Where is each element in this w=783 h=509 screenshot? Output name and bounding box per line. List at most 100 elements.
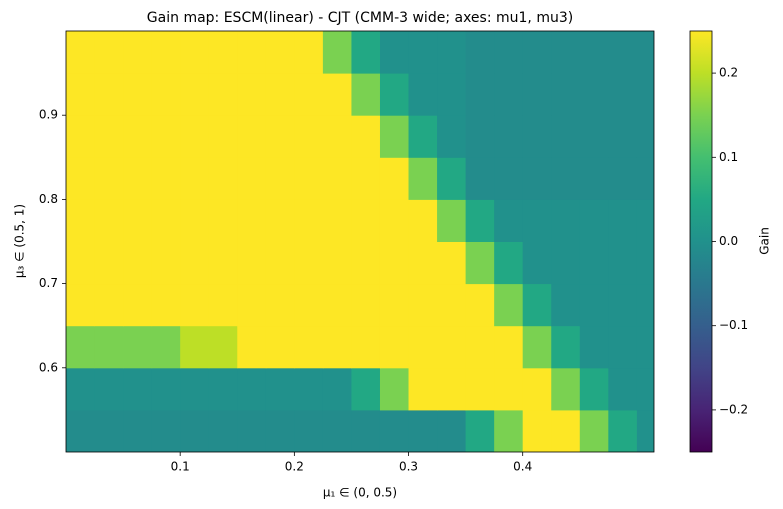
heatmap-cell [208,73,238,116]
heatmap-cell [322,157,352,200]
heatmap-cell [494,283,524,327]
heatmap-cell [180,325,210,369]
heatmap-cell [66,325,96,369]
heatmap-cell [208,241,238,285]
heatmap-cell [151,115,181,158]
heatmap-cell [522,367,552,411]
heatmap-cell [351,157,381,200]
heatmap-cell [608,115,638,158]
heatmap-cell [265,325,295,369]
x-tick-label: 0.3 [399,460,418,474]
heatmap-cell [66,409,96,452]
heatmap-cell [123,199,153,242]
heatmap-cell [94,241,124,285]
heatmap-cell [123,73,153,116]
heatmap-cell [265,157,295,200]
heatmap-cell [265,367,295,411]
heatmap-cell [465,199,495,242]
heatmap-cell [94,157,124,200]
heatmap-cell [322,73,352,116]
y-tick-label: 0.9 [39,108,58,122]
heatmap-cell [94,367,124,411]
heatmap-cell [522,73,552,116]
heatmap-cell [237,283,267,327]
heatmap-cell [494,115,524,158]
heatmap-cell [379,241,410,285]
heatmap-cell [123,325,153,369]
heatmap-cell [351,409,381,452]
colorbar-tick-label: 0.0 [719,234,738,248]
heatmap-cell [265,115,295,158]
heatmap-cell [151,367,181,411]
heatmap-cell [94,325,124,369]
heatmap-cell [551,409,581,452]
heatmap [66,31,654,452]
heatmap-cell [151,157,181,200]
x-tick-label: 0.1 [171,460,190,474]
heatmap-cell [180,367,210,411]
heatmap-cell [294,325,324,369]
x-axis-label: μ₁ ∈ (0, 0.5) [323,486,397,500]
heatmap-cell [522,325,552,369]
heatmap-cell [123,283,153,327]
heatmap-cell [208,409,238,452]
heatmap-cell [408,31,438,74]
heatmap-cell [522,115,552,158]
heatmap-cell [322,283,352,327]
heatmap-cell [437,241,467,285]
heatmap-cell [608,157,638,200]
heatmap-cell [180,283,210,327]
heatmap-cell [208,325,238,369]
heatmap-cell [180,241,210,285]
heatmap-cell [151,31,181,74]
heatmap-cell [66,115,96,158]
heatmap-cell [465,73,495,116]
heatmap-cell [379,73,410,116]
heatmap-cell [294,115,324,158]
heatmap-cell [294,73,324,116]
heatmap-cell [494,199,524,242]
heatmap-cell [494,73,524,116]
heatmap-cell [465,409,495,452]
heatmap-cell [408,241,438,285]
heatmap-cell [608,199,638,242]
y-tick-label: 0.8 [39,192,58,206]
heatmap-cell [351,367,381,411]
heatmap-cell [180,409,210,452]
heatmap-cell [494,409,524,452]
heatmap-cell [322,367,352,411]
heatmap-cell [522,241,552,285]
heatmap-cell [494,31,524,74]
heatmap-cell [180,199,210,242]
heatmap-cell [151,325,181,369]
heatmap-cell [151,199,181,242]
heatmap-cell [465,31,495,74]
heatmap-cell [636,241,654,285]
heatmap-cell [636,325,654,369]
heatmap-cell [437,325,467,369]
heatmap-cell [66,283,96,327]
heatmap-cell [636,199,654,242]
heatmap-cell [294,367,324,411]
y-axis-label: μ₃ ∈ (0.5, 1) [13,204,27,278]
heatmap-cell [551,115,581,158]
heatmap-cell [294,31,324,74]
heatmap-cell [465,367,495,411]
heatmap-cell [636,367,654,411]
heatmap-cell [494,241,524,285]
heatmap-cell [151,283,181,327]
heatmap-cell [237,409,267,452]
heatmap-cell [465,115,495,158]
heatmap-cell [494,157,524,200]
heatmap-cell [94,31,124,74]
heatmap-cell [379,367,410,411]
heatmap-cell [294,283,324,327]
heatmap-cell [465,157,495,200]
heatmap-cell [322,31,352,74]
colorbar-tick-label: −0.2 [719,402,748,416]
heatmap-cell [522,409,552,452]
heatmap-cell [551,157,581,200]
heatmap-cell [123,157,153,200]
heatmap-cell [180,157,210,200]
